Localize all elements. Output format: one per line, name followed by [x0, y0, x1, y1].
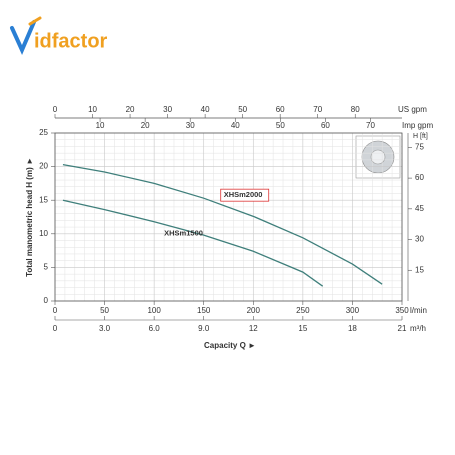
logo-mark	[10, 20, 36, 55]
axis-unit: m³/h	[410, 324, 426, 333]
pump-eye	[370, 149, 386, 165]
x-tick-label: 150	[197, 306, 211, 315]
y-tick-label: 5	[44, 263, 49, 272]
y-tick-label: 20	[39, 162, 48, 171]
y-tick-label: 0	[44, 296, 49, 305]
y2-tick-label: 15	[415, 265, 424, 274]
axis-tick-label: 50	[238, 105, 247, 114]
axis-unit: Imp gpm	[402, 121, 433, 130]
axis-tick-label: 18	[348, 324, 357, 333]
axis-tick-label: 50	[276, 121, 285, 130]
axis-tick-label: 12	[249, 324, 258, 333]
axis-tick-label: 15	[298, 324, 307, 333]
y2-tick-label: 75	[415, 142, 424, 151]
x-tick-label: 250	[296, 306, 310, 315]
axis-tick-label: 40	[231, 121, 240, 130]
axis-tick-label: 6.0	[149, 324, 161, 333]
axis-tick-label: 0	[53, 105, 58, 114]
x-tick-label: 100	[147, 306, 161, 315]
y-tick-label: 15	[39, 195, 48, 204]
x-tick-label: 300	[346, 306, 360, 315]
x-axis-label: Capacity Q ►	[204, 341, 256, 350]
x-tick-label: 50	[100, 306, 109, 315]
x-tick-label: 350	[395, 306, 409, 315]
y2-tick-label: 60	[415, 173, 424, 182]
axis-tick-label: 60	[276, 105, 285, 114]
axis-tick-label: 21	[398, 324, 407, 333]
logo-accent	[28, 16, 42, 26]
axis-tick-label: 10	[96, 121, 105, 130]
axis-tick-label: 10	[88, 105, 97, 114]
axis-tick-label: 70	[366, 121, 375, 130]
curve-label: XHSm1500	[164, 229, 203, 238]
x-tick-label: 0	[53, 306, 58, 315]
x-unit: l/min	[410, 306, 427, 315]
curve	[62, 163, 383, 285]
curve-label: XHSm2000	[224, 190, 263, 199]
plot-frame	[54, 132, 403, 302]
pump-inset	[355, 135, 401, 179]
curve	[62, 199, 324, 287]
logo: idfactor	[10, 16, 108, 55]
axis-tick-label: 30	[186, 121, 195, 130]
axis-tick-label: 30	[163, 105, 172, 114]
label-box	[220, 188, 270, 202]
y-tick-label: 10	[39, 229, 48, 238]
y2-tick-label: 45	[415, 204, 424, 213]
y-axis-label: Total manometric head H (m) ►	[25, 157, 34, 277]
y2-tick-label: 30	[415, 235, 424, 244]
axis-tick-label: 9.0	[198, 324, 210, 333]
axis-tick-label: 70	[313, 105, 322, 114]
y-tick-label: 25	[39, 128, 48, 137]
axis-tick-label: 20	[141, 121, 150, 130]
axis-tick-label: 3.0	[99, 324, 111, 333]
axis-tick-label: 0	[53, 324, 58, 333]
axis-unit: US gpm	[398, 105, 427, 114]
y2-unit: H [ft]	[413, 133, 428, 140]
axis-tick-label: 60	[321, 121, 330, 130]
x-tick-label: 200	[247, 306, 261, 315]
logo-text: idfactor	[34, 30, 108, 52]
axis-tick-label: 20	[126, 105, 135, 114]
axis-tick-label: 80	[351, 105, 360, 114]
axis-tick-label: 40	[201, 105, 210, 114]
